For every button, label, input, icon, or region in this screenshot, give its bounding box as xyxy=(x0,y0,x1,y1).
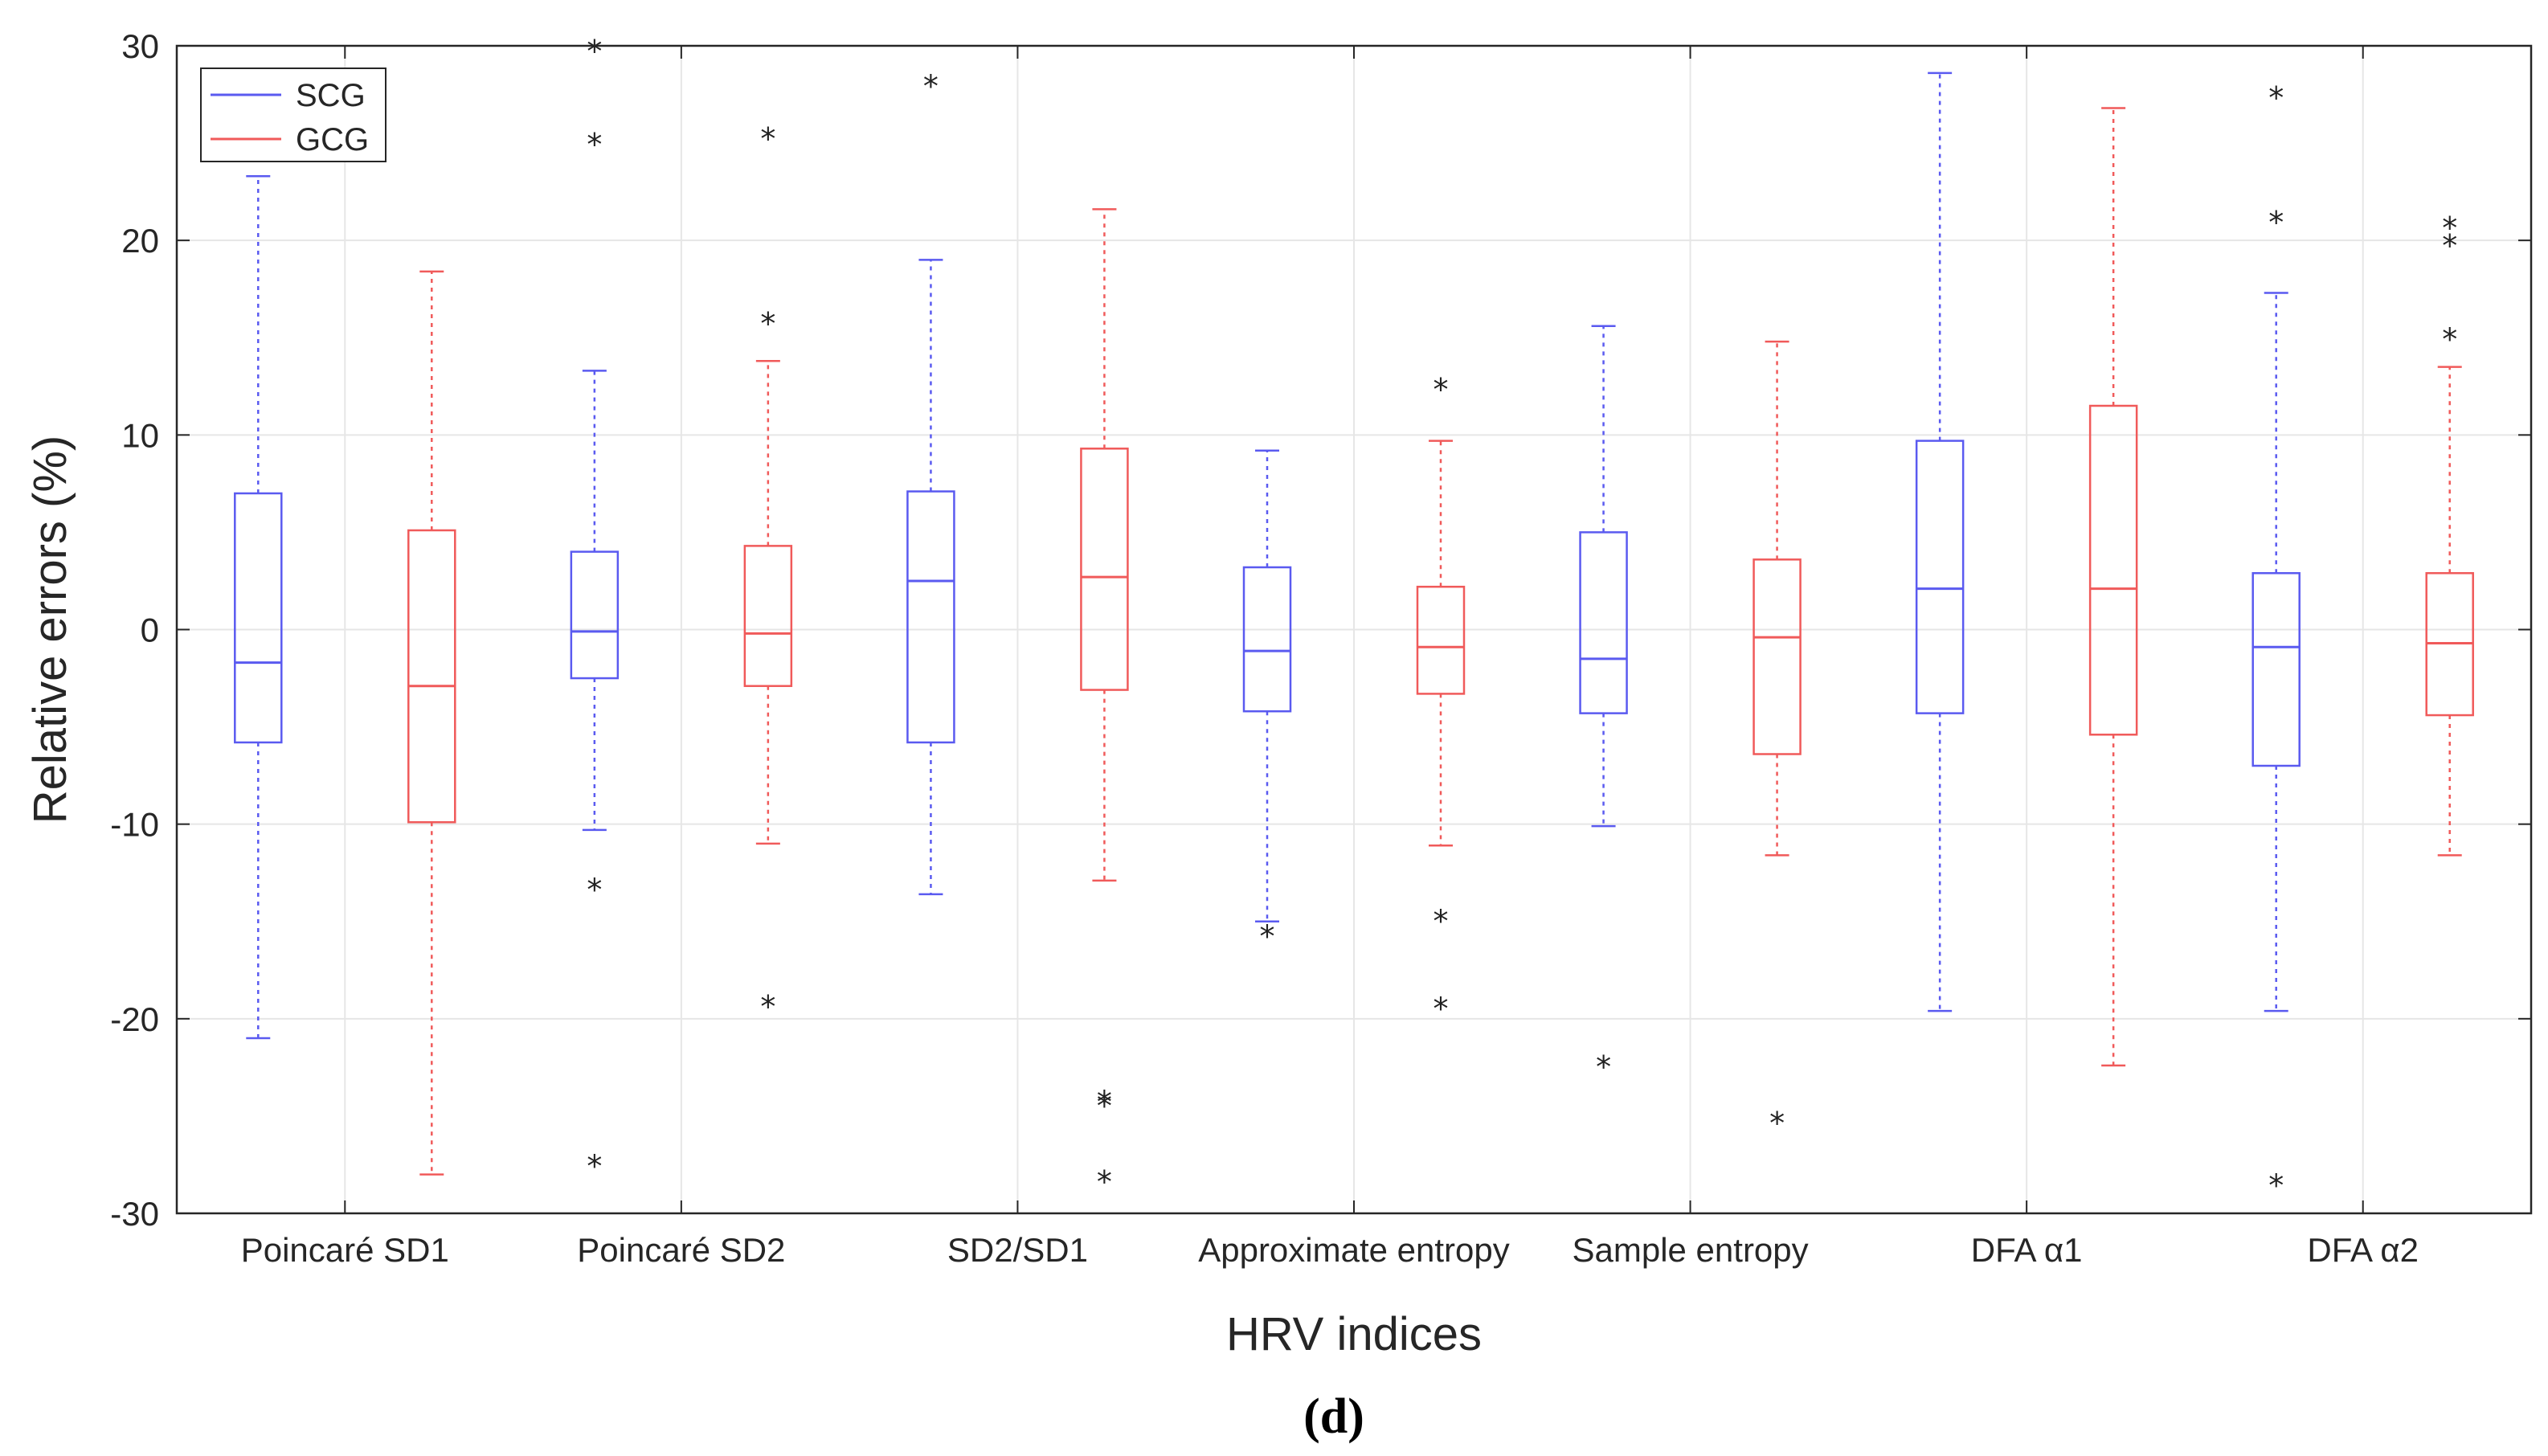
box-iqr xyxy=(2088,404,2138,736)
box-scg: * * * xyxy=(2251,80,2301,1204)
box-scg xyxy=(1915,72,1965,1012)
box-iqr xyxy=(1416,585,1466,695)
y-tick-label: -10 xyxy=(110,806,159,844)
axis-layer: -30 -20 -10 0 10 20 30 Poincaré SD1 Poincaré SD2… xyxy=(110,27,2533,1269)
legend: SCG GCG xyxy=(200,67,386,162)
box-iqr xyxy=(1915,440,1965,714)
box-scg: * xyxy=(1579,325,1628,1085)
outlier-point: * xyxy=(760,121,775,157)
plot-layer: *********************** xyxy=(234,34,2474,1204)
y-tick-label: 20 xyxy=(121,222,159,260)
box-gcg: * xyxy=(1753,340,1802,1141)
legend-label-gcg: GCG xyxy=(296,122,369,157)
outlier-point: * xyxy=(1769,1106,1785,1141)
x-axis-title: HRV indices xyxy=(1226,1308,1482,1360)
box-iqr xyxy=(1242,566,1292,713)
box-iqr xyxy=(234,492,283,744)
outlier-point: * xyxy=(760,989,775,1025)
outlier-point: * xyxy=(2268,1168,2284,1204)
legend-box xyxy=(200,67,386,162)
box-iqr xyxy=(407,529,456,824)
outlier-point: * xyxy=(2268,205,2284,240)
y-tick-label: 0 xyxy=(141,611,159,649)
box-iqr xyxy=(743,545,793,687)
box-scg: * xyxy=(1242,449,1292,955)
box-gcg: *** xyxy=(1080,208,1129,1200)
box-scg: * * * * xyxy=(570,34,620,1184)
x-tick-label: Poincaré SD1 xyxy=(241,1231,449,1269)
y-axis-title: Relative errors (%) xyxy=(24,436,76,824)
box-scg xyxy=(234,175,283,1040)
box-gcg xyxy=(2088,107,2138,1067)
outlier-point: * xyxy=(760,306,775,342)
outlier-point: * xyxy=(923,68,939,104)
box-iqr xyxy=(1579,531,1628,714)
outlier-point: * xyxy=(2442,211,2457,246)
outlier-point: * xyxy=(2442,228,2457,264)
box-iqr xyxy=(2251,572,2301,767)
outlier-point: * xyxy=(2268,80,2284,116)
outlier-point: * xyxy=(2442,321,2457,357)
panel-label: (d) xyxy=(1303,1389,1364,1444)
x-tick-label: Sample entropy xyxy=(1572,1231,1808,1269)
outlier-point: * xyxy=(587,1148,602,1184)
outlier-point: * xyxy=(1260,919,1275,955)
x-tick-label: SD2/SD1 xyxy=(947,1231,1088,1269)
box-iqr xyxy=(1753,558,1802,755)
outlier-point: * xyxy=(1097,1085,1112,1120)
box-iqr xyxy=(570,550,620,680)
box-gcg: *** xyxy=(2425,211,2474,857)
outlier-point: * xyxy=(1097,1164,1112,1200)
box-iqr xyxy=(1080,448,1129,691)
box-gcg: * * * xyxy=(743,121,793,1025)
outlier-point: * xyxy=(587,127,602,162)
outlier-point: * xyxy=(1596,1049,1611,1085)
x-tick-label: DFA α2 xyxy=(2307,1231,2419,1269)
box-scg: * xyxy=(906,68,955,896)
outlier-point: * xyxy=(587,34,602,69)
outlier-point: * xyxy=(1434,372,1449,407)
box-iqr xyxy=(906,490,955,744)
outlier-point: * xyxy=(587,873,602,908)
y-tick-label: 10 xyxy=(121,416,159,454)
plot-frame xyxy=(175,44,2533,1215)
legend-label-scg: SCG xyxy=(296,78,366,113)
outlier-point: * xyxy=(1434,991,1449,1026)
y-tick-label: -30 xyxy=(110,1195,159,1233)
grid-layer xyxy=(177,45,2531,1214)
outlier-point: * xyxy=(1097,1088,1112,1123)
y-tick-label: 30 xyxy=(121,27,159,65)
x-tick-label: Poincaré SD2 xyxy=(577,1231,785,1269)
x-tick-label: DFA α1 xyxy=(1971,1231,2083,1269)
x-tick-label: Approximate entropy xyxy=(1198,1231,1510,1269)
y-tick-label: -20 xyxy=(110,1000,159,1038)
outlier-point: * xyxy=(1434,903,1449,939)
box-gcg xyxy=(407,270,456,1176)
box-gcg: * * * xyxy=(1416,372,1466,1026)
